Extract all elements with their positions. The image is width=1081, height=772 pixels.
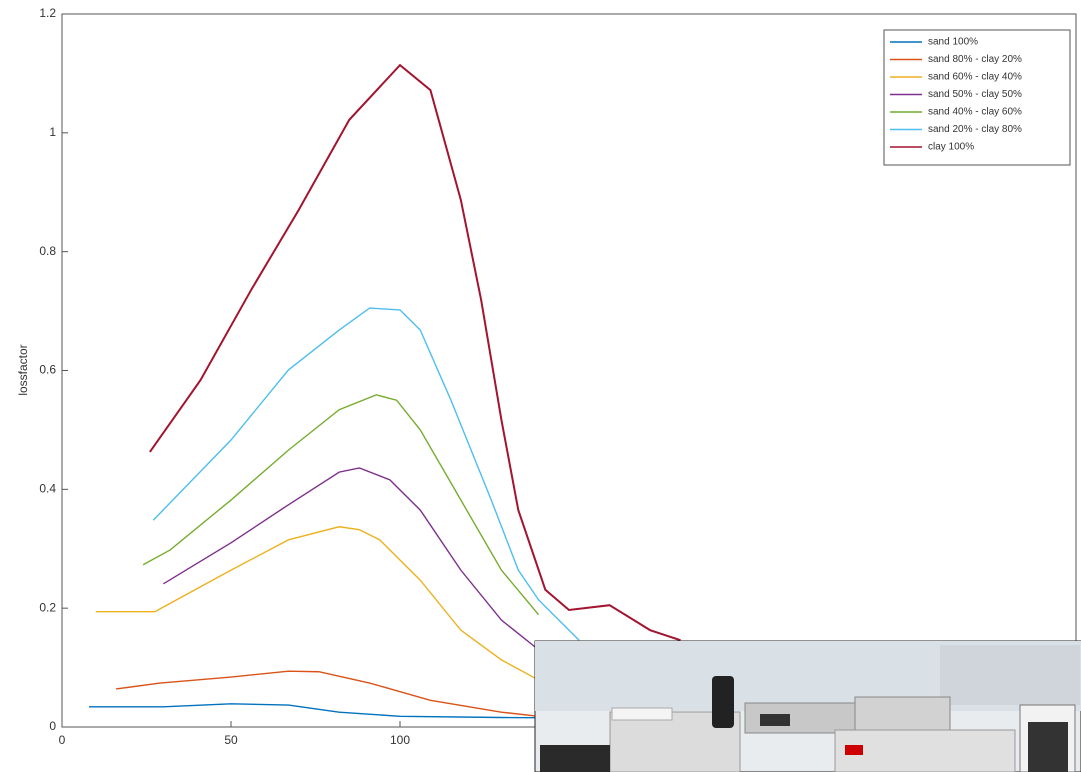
photo-screen [1028, 722, 1068, 772]
x-tick-label: 0 [59, 733, 66, 747]
legend-label: sand 100% [928, 37, 978, 48]
y-tick-label: 0 [49, 719, 56, 733]
series-line [163, 467, 540, 651]
series-line [95, 526, 539, 681]
y-tick-label: 1 [49, 125, 56, 139]
series-line [149, 63, 681, 642]
legend: sand 100% sand 80% - clay 20% sand 60% - c… [883, 29, 1071, 166]
series-line [142, 394, 540, 616]
legend-label: sand 60% - clay 40% [928, 72, 1022, 83]
series-line [152, 307, 580, 641]
legend-box [883, 29, 1071, 166]
legend-label: sand 50% - clay 50% [928, 89, 1022, 100]
inset-photo [534, 640, 1081, 772]
photo-device [611, 707, 673, 721]
photo-window [940, 645, 1080, 705]
legend-label: sand 40% - clay 60% [928, 107, 1022, 118]
legend-label: sand 80% - clay 20% [928, 54, 1022, 65]
photo-object [540, 745, 610, 772]
photo-probe [712, 676, 734, 728]
y-tick-label: 0.6 [39, 363, 56, 377]
legend-label: sand 20% - clay 80% [928, 124, 1022, 135]
photo-device [854, 696, 951, 732]
photo-display [760, 714, 790, 726]
series-line [89, 703, 603, 719]
y-axis-label: lossfactor [16, 344, 30, 395]
photo-display [845, 745, 863, 755]
y-tick-label: 0.4 [39, 482, 56, 496]
x-tick-label: 50 [224, 733, 238, 747]
photo-device [834, 729, 1016, 772]
y-tick-label: 0.8 [39, 244, 56, 258]
y-tick-label: 0.2 [39, 600, 56, 614]
plot: 0 0.2 0.4 0.6 0.8 1 1.2 0 50 100 [39, 6, 681, 747]
series-line [115, 670, 539, 718]
y-tick-label: 1.2 [39, 6, 56, 20]
x-tick-label: 100 [390, 733, 410, 747]
legend-label: clay 100% [928, 142, 974, 153]
